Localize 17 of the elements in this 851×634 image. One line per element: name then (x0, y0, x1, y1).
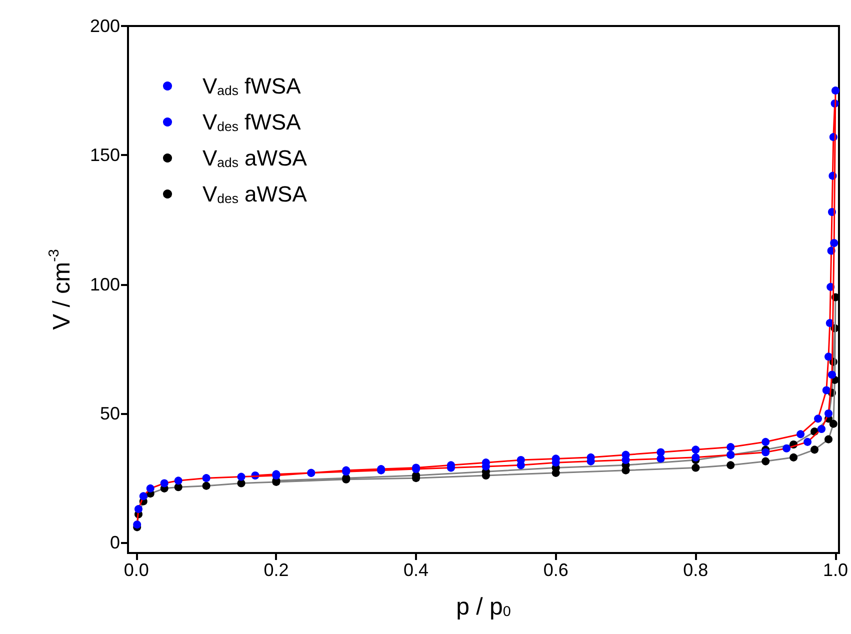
y-tick-label: 100 (90, 274, 120, 294)
x-tick-label: 0.4 (404, 560, 429, 580)
y-tick-label: 200 (90, 16, 120, 36)
legend-label: Vdes fWSA (202, 110, 302, 134)
x-tick-label: 0.8 (683, 560, 708, 580)
x-tick-label: 1.0 (822, 560, 848, 580)
y-tick-label: 0 (110, 532, 120, 553)
x-tick-label: 0.0 (124, 560, 149, 580)
x-tick-label: 0.6 (543, 560, 568, 580)
x-axis-title: p / p0 (456, 594, 511, 620)
legend-label: Vads fWSA (202, 74, 302, 98)
y-axis-title: V / cm-3 (46, 249, 76, 330)
legend-label: Vdes aWSA (202, 182, 308, 206)
y-tick-label: 50 (100, 404, 120, 424)
y-tick-label: 150 (90, 145, 120, 166)
x-tick-label: 0.2 (264, 560, 289, 580)
legend-label: Vads aWSA (202, 146, 308, 170)
